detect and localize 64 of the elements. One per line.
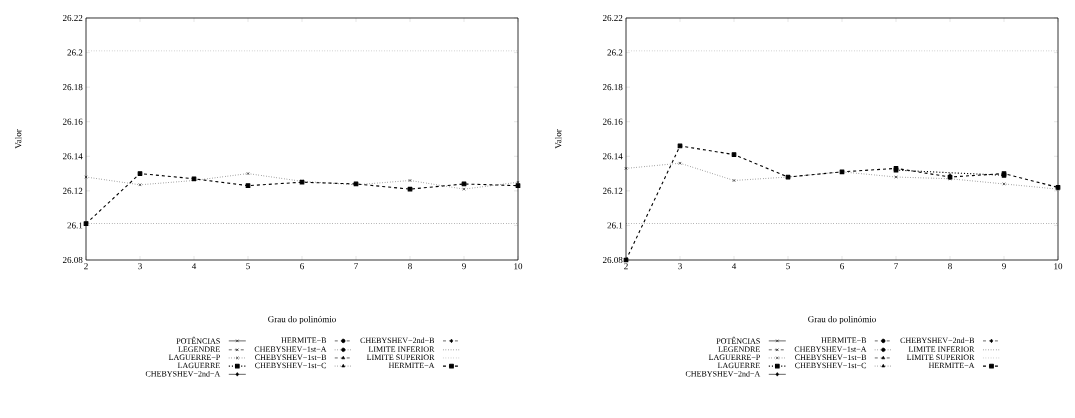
x-tick-label: 9 xyxy=(1002,263,1006,270)
y-tick-label: 26.2 xyxy=(607,49,623,56)
legend-label: LIMITE SUPERIOR xyxy=(366,354,435,360)
y-tick-label: 26.22 xyxy=(602,14,623,22)
y-tick-label: 26.1 xyxy=(67,222,83,229)
y-tick-label: 26.14 xyxy=(602,153,623,160)
legend-label: LAGUERRE−P xyxy=(708,354,760,360)
y-tick-label: 26.16 xyxy=(62,118,83,125)
x-tick-label: 3 xyxy=(138,263,142,270)
y-tick-label: 26.16 xyxy=(602,118,623,125)
y-tick-label: 26.08 xyxy=(62,256,83,264)
legend-label: LAGUERRE xyxy=(717,362,760,369)
x-tick-label: 10 xyxy=(1054,263,1063,270)
x-tick-label: 10 xyxy=(514,263,523,270)
x-tick-label: 4 xyxy=(731,263,737,270)
x-tick-label: 7 xyxy=(894,263,898,270)
legend-label: LIMITE SUPERIOR xyxy=(906,354,975,360)
x-axis-title: Grau do polinómio xyxy=(808,315,876,325)
legend-label: CHEBYSHEV−1st−B xyxy=(795,354,867,361)
y-tick-label: 26.18 xyxy=(602,84,623,91)
legend-label: CHEBYSHEV−1st−C xyxy=(795,362,867,369)
legend-label: LEGENDRE xyxy=(178,346,220,352)
legend-label: CHEBYSHEV−2nd−B xyxy=(900,337,975,344)
legend-label: CHEBYSHEV−2nd−A xyxy=(685,370,761,377)
x-tick-label: 7 xyxy=(354,263,358,270)
legend-label: LAGUERRE−P xyxy=(168,354,220,360)
legend-label: LEGENDRE xyxy=(718,346,760,352)
y-tick-label: 26.18 xyxy=(62,84,83,91)
y-tick-label: 26.14 xyxy=(62,153,83,160)
x-tick-label: 4 xyxy=(191,263,197,270)
x-tick-label: 8 xyxy=(948,263,952,270)
x-tick-label: 2 xyxy=(624,263,628,270)
legend-label: HERMITE−A xyxy=(388,362,435,369)
legend-label: LIMITE INFERIOR xyxy=(368,346,435,352)
y-tick-label: 26.12 xyxy=(602,187,623,194)
x-tick-label: 2 xyxy=(84,263,88,270)
x-tick-label: 6 xyxy=(300,263,304,270)
legend-label: CHEBYSHEV−2nd−A xyxy=(145,370,221,377)
y-tick-label: 26.2 xyxy=(67,49,83,56)
legend-label: HERMITE−A xyxy=(928,362,975,369)
legend-label: CHEBYSHEV−2nd−B xyxy=(360,337,435,344)
y-tick-label: 26.22 xyxy=(62,14,83,22)
legend-label: LIMITE INFERIOR xyxy=(908,346,975,352)
x-tick-label: 8 xyxy=(408,263,412,270)
x-tick-label: 9 xyxy=(462,263,466,270)
legend-label: POTÊNCIAS xyxy=(176,336,220,344)
x-axis-title: Grau do polinómio xyxy=(268,315,336,325)
legend-label: CHEBYSHEV−1st−C xyxy=(255,362,327,369)
legend-label: HERMITE−B xyxy=(821,337,867,343)
y-axis-title: Valor xyxy=(554,129,562,149)
legend-label: CHEBYSHEV−1st−A xyxy=(794,346,867,352)
x-tick-label: 5 xyxy=(786,263,790,270)
legend-label: CHEBYSHEV−1st−B xyxy=(255,354,327,361)
y-tick-label: 26.12 xyxy=(62,187,83,194)
y-tick-label: 26.1 xyxy=(607,222,623,229)
legend-label: HERMITE−B xyxy=(281,337,327,343)
legend-label: LAGUERRE xyxy=(177,362,220,369)
y-tick-label: 26.08 xyxy=(602,256,623,264)
legend-label: CHEBYSHEV−1st−A xyxy=(254,346,327,352)
x-tick-label: 3 xyxy=(678,263,682,270)
x-tick-label: 5 xyxy=(246,263,250,270)
x-tick-label: 6 xyxy=(840,263,844,270)
legend-label: POTÊNCIAS xyxy=(716,336,760,344)
y-axis-title: Valor xyxy=(14,129,22,149)
